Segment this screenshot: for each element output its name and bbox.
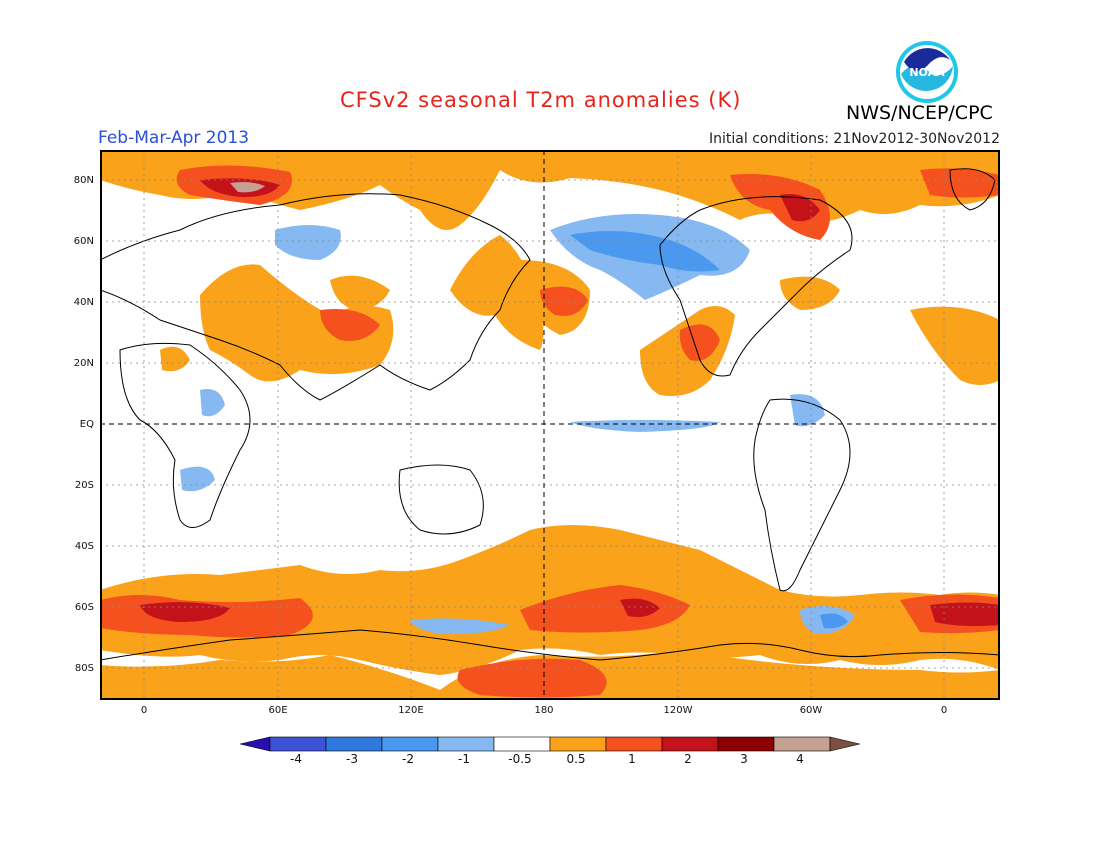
colorbar-label: -1	[458, 752, 470, 766]
colorbar-segment	[605, 736, 663, 752]
lat-label: 60N	[73, 236, 94, 247]
lon-label: 120W	[663, 705, 693, 716]
lat-label: 20N	[73, 358, 94, 369]
colorbar-label: 4	[796, 752, 804, 766]
lon-label: 60W	[799, 705, 823, 716]
colorbar-segment	[549, 736, 607, 752]
colorbar-segment	[773, 736, 831, 752]
noaa-logo: NOAA	[896, 41, 958, 103]
lat-label: 60S	[74, 602, 94, 613]
colorbar-label: 0.5	[566, 752, 586, 766]
colorbar-end-triangle	[829, 736, 860, 752]
map-border	[100, 150, 1000, 700]
moderate-cool-anomaly-layer	[570, 231, 848, 629]
colorbar-label: 3	[740, 752, 748, 766]
lat-label: 80S	[74, 663, 94, 674]
colorbar	[240, 736, 860, 752]
colorbar-segment	[661, 736, 719, 752]
colorbar-label: -4	[290, 752, 302, 766]
lat-label: 80N	[73, 175, 94, 186]
colorbar-segment	[717, 736, 775, 752]
extreme-warm-spot	[230, 182, 265, 193]
colorbar-label: 1	[628, 752, 636, 766]
lon-label: 0	[940, 705, 948, 716]
logo-text: NOAA	[909, 66, 945, 79]
lon-gridlines	[143, 150, 945, 700]
lat-gridlines	[100, 179, 1000, 669]
peak-warm-anomaly-layer	[140, 178, 1000, 626]
colorbar-label: -2	[402, 752, 414, 766]
colorbar-label: -3	[346, 752, 358, 766]
coastlines	[100, 168, 1000, 661]
colorbar-segment	[381, 736, 439, 752]
agency-label: NWS/NCEP/CPC	[846, 102, 993, 124]
colorbar-segment	[325, 736, 383, 752]
lon-label: 0	[140, 705, 148, 716]
colorbar-segment	[493, 736, 551, 752]
period-label: Feb-Mar-Apr 2013	[98, 128, 250, 148]
lat-label: 20S	[74, 480, 94, 491]
anomaly-map	[100, 150, 1000, 700]
colorbar-label: 2	[684, 752, 692, 766]
chart-title: CFSv2 seasonal T2m anomalies (K)	[340, 88, 742, 112]
colorbar-segment	[437, 736, 495, 752]
lat-label: EQ	[79, 419, 94, 430]
lat-label: 40N	[73, 297, 94, 308]
lat-label: 40S	[74, 541, 94, 552]
colorbar-end-triangle	[240, 736, 271, 752]
lon-label: 180	[534, 705, 554, 716]
initial-conditions-label: Initial conditions: 21Nov2012-30Nov2012	[709, 131, 1000, 147]
lon-label: 120E	[398, 705, 424, 716]
lon-label: 60E	[268, 705, 288, 716]
colorbar-label: -0.5	[508, 752, 532, 766]
colorbar-segment	[269, 736, 327, 752]
